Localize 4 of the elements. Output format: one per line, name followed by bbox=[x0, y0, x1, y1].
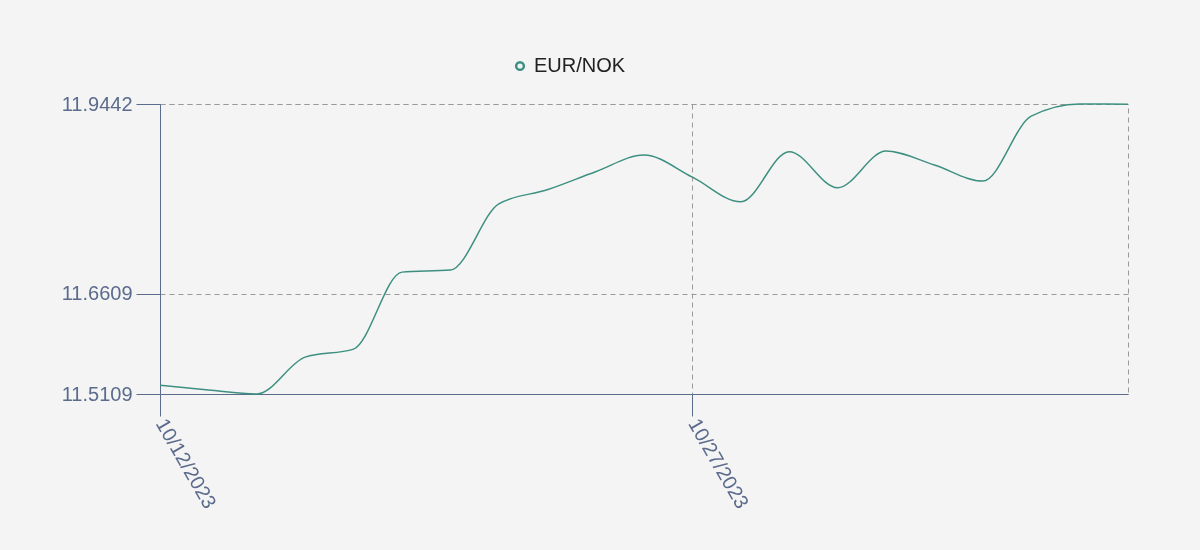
y-tick-label: 11.9442 bbox=[61, 92, 133, 115]
y-tick-label: 11.5109 bbox=[61, 382, 133, 405]
legend-label: EUR/NOK bbox=[534, 54, 626, 76]
y-tick-label: 11.6609 bbox=[61, 282, 133, 305]
